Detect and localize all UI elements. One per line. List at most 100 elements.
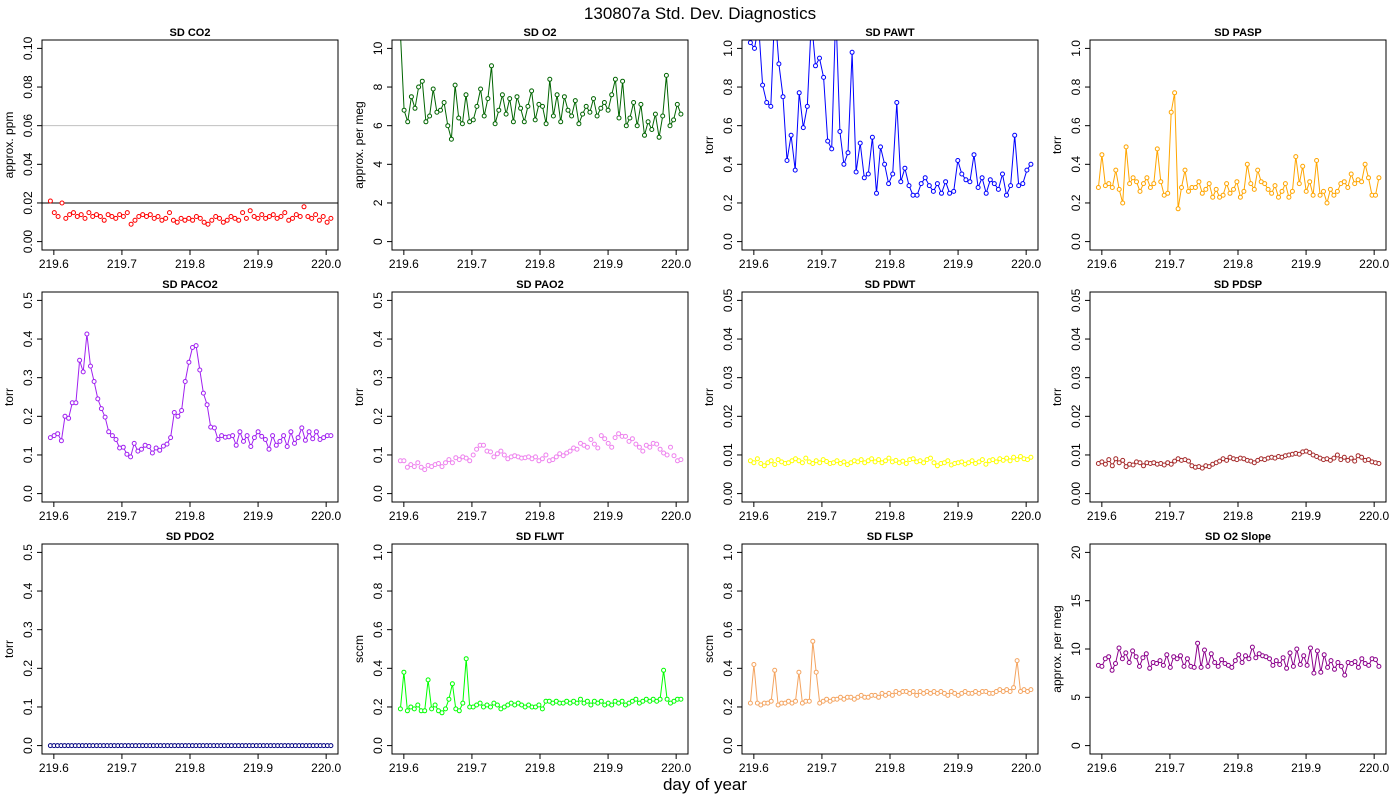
data-point (456, 115, 462, 121)
data-point (959, 459, 965, 465)
data-point (963, 177, 969, 183)
y-axis-label: sccm (352, 635, 366, 663)
data-point (1331, 192, 1337, 198)
data-point (1151, 181, 1157, 187)
data-point (591, 96, 596, 102)
y-tick-label: 0.0 (371, 737, 385, 754)
data-point (113, 215, 119, 221)
data-point (664, 696, 670, 702)
data-point (1297, 662, 1303, 667)
data-point (1276, 194, 1281, 200)
data-point (66, 415, 72, 421)
panel-frame (391, 39, 689, 251)
data-point (889, 692, 895, 698)
data-point (583, 103, 589, 109)
data-point (1296, 181, 1302, 187)
series-line (1098, 643, 1380, 677)
data-point (449, 681, 455, 687)
data-point (764, 100, 770, 105)
x-tick-label: 219.8 (525, 257, 555, 271)
data-point (1345, 185, 1351, 190)
data-point (878, 144, 883, 150)
data-point (558, 119, 564, 125)
data-point (1109, 185, 1115, 190)
y-axis-label: approx. per meg (352, 101, 366, 188)
data-point (446, 696, 452, 702)
data-point (633, 441, 639, 447)
data-point (574, 700, 580, 706)
data-point (1130, 462, 1136, 468)
data-point (1137, 663, 1142, 669)
data-point (247, 208, 253, 214)
data-point (102, 414, 108, 420)
y-tick-label: 0.4 (21, 582, 35, 599)
data-point (752, 45, 757, 51)
data-point (1123, 464, 1129, 470)
data-point (813, 63, 818, 69)
data-point (1251, 186, 1257, 192)
data-point (869, 134, 875, 140)
data-point (1248, 181, 1254, 187)
data-point (1011, 685, 1017, 691)
data-point (324, 219, 330, 225)
data-point (266, 446, 272, 452)
data-point (1359, 656, 1365, 662)
data-point (983, 190, 989, 196)
y-tick-label: 0.02 (21, 191, 35, 215)
x-tick-label: 219.6 (1087, 257, 1117, 271)
data-point (1224, 181, 1230, 187)
plot-area (747, 638, 1034, 708)
x-tick-label: 219.6 (739, 761, 769, 775)
data-point (321, 435, 327, 441)
data-point (1314, 648, 1320, 654)
data-point (1335, 660, 1341, 665)
panel-10: SD FLSP sccm 219.6 219.7 219.8 219.9 220.0 0.0 0… (702, 531, 1041, 775)
y-tick-label: 0.00 (1069, 482, 1083, 506)
data-point (792, 167, 798, 173)
data-point (747, 40, 753, 46)
data-point (124, 210, 130, 216)
data-point (657, 446, 663, 452)
data-point (63, 215, 69, 221)
y-tick-label: 0.4 (21, 330, 35, 347)
data-point (106, 429, 112, 435)
data-point (754, 456, 760, 462)
data-point (627, 115, 633, 121)
data-point (874, 190, 879, 196)
data-point (132, 217, 138, 223)
data-point (1251, 460, 1257, 466)
data-point (572, 98, 578, 104)
data-point (1311, 670, 1317, 676)
data-point (193, 343, 199, 349)
x-tick-label: 219.7 (457, 509, 487, 523)
data-point (834, 8, 838, 12)
y-tick-label: 6 (371, 122, 385, 129)
data-point (499, 92, 505, 98)
data-point (55, 431, 61, 437)
data-point (489, 63, 494, 69)
data-point (1284, 665, 1290, 671)
data-point (305, 214, 311, 219)
panel-frame (741, 291, 1039, 503)
series-line (749, 40, 1032, 197)
data-point (1099, 459, 1105, 465)
data-point (284, 444, 290, 449)
y-tick-label: 0.4 (721, 156, 735, 173)
data-point (1332, 666, 1337, 672)
data-point (1376, 663, 1382, 669)
data-point (405, 119, 411, 125)
x-tick-label: 219.6 (39, 761, 69, 775)
data-point (654, 441, 660, 447)
y-tick-label: 0.10 (21, 36, 35, 60)
y-tick-label: 0.04 (721, 327, 735, 351)
data-point (220, 219, 226, 225)
data-point (1168, 109, 1174, 115)
data-point (634, 123, 640, 129)
data-point (761, 463, 767, 469)
data-point (1359, 179, 1365, 185)
y-tick-label: 0.03 (721, 366, 735, 390)
x-tick-label: 220.0 (1359, 761, 1389, 775)
data-point (553, 454, 559, 460)
data-point (240, 210, 246, 216)
plot-area (397, 431, 684, 473)
